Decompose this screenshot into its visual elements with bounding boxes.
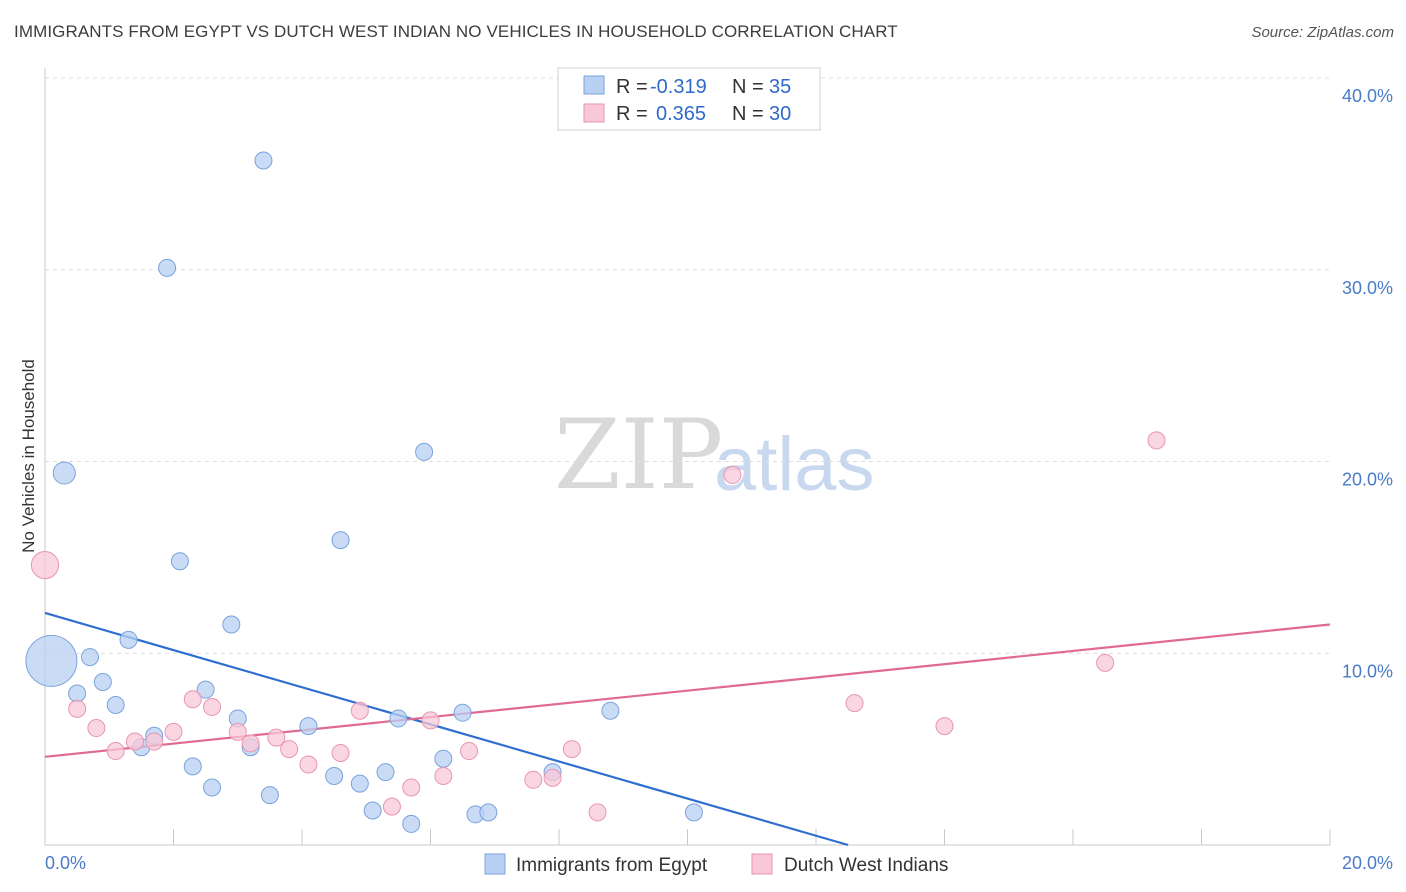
x-tick-labels: 0.0% 20.0% bbox=[45, 853, 1393, 873]
bottom-legend-label-dutch: Dutch West Indians bbox=[784, 855, 948, 876]
egypt-point bbox=[402, 814, 421, 833]
x-tick-label: 0.0% bbox=[45, 853, 86, 873]
y-tick-label: 10.0% bbox=[1342, 661, 1393, 681]
legend-n-value-dutch: 30 bbox=[769, 103, 791, 125]
egypt-point bbox=[260, 786, 279, 805]
dutch-point bbox=[382, 797, 401, 816]
egypt-point bbox=[684, 803, 703, 822]
dutch-point bbox=[68, 699, 87, 718]
y-tick-label: 20.0% bbox=[1342, 470, 1393, 490]
egypt-point bbox=[376, 763, 395, 782]
legend-n-value-egypt: 35 bbox=[769, 76, 791, 98]
y-tick-label: 40.0% bbox=[1342, 86, 1393, 106]
dutch-point bbox=[543, 768, 562, 787]
chart-title: IMMIGRANTS FROM EGYPT VS DUTCH WEST INDI… bbox=[14, 22, 898, 41]
y-tick-labels: 10.0% 20.0% 30.0% 40.0% bbox=[1342, 86, 1393, 681]
dutch-point bbox=[350, 701, 369, 720]
dutch-point bbox=[228, 722, 247, 741]
trend-lines bbox=[44, 611, 1331, 847]
bottom-legend-swatch-dutch bbox=[751, 853, 773, 875]
bottom-legend: Immigrants from Egypt Dutch West Indians bbox=[484, 853, 948, 876]
egypt-point bbox=[325, 766, 344, 785]
bottom-legend-swatch-egypt bbox=[484, 853, 506, 875]
dutch-point bbox=[845, 694, 864, 713]
legend-r-label-dutch: R = bbox=[616, 103, 648, 125]
dutch-point bbox=[1096, 653, 1115, 672]
x-tick-label: 20.0% bbox=[1342, 853, 1393, 873]
legend-swatch-egypt bbox=[583, 75, 605, 95]
legend-n-label-egypt: N = bbox=[732, 76, 764, 98]
y-axis-label: No Vehicles in Household bbox=[19, 359, 38, 553]
legend-r-value-dutch: 0.365 bbox=[656, 103, 706, 125]
dutch-point bbox=[299, 755, 318, 774]
dutch-point bbox=[203, 697, 222, 716]
legend-swatch-dutch bbox=[583, 103, 605, 123]
egypt-point bbox=[52, 461, 76, 485]
dutch-point bbox=[723, 465, 742, 484]
dutch-point bbox=[280, 740, 299, 759]
legend-r-value-egypt: -0.319 bbox=[650, 76, 707, 98]
egypt-point bbox=[93, 673, 112, 692]
egypt-point bbox=[389, 709, 408, 728]
bottom-legend-label-egypt: Immigrants from Egypt bbox=[516, 855, 708, 876]
egypt-point bbox=[170, 552, 189, 571]
dutch-point bbox=[402, 778, 421, 797]
egypt-point bbox=[25, 634, 78, 687]
watermark-atlas: atlas bbox=[714, 422, 875, 507]
egypt-point bbox=[203, 778, 222, 797]
dutch-point bbox=[106, 742, 125, 761]
dutch-point bbox=[460, 742, 479, 761]
egypt-point bbox=[479, 803, 498, 822]
egypt-point bbox=[254, 151, 273, 170]
egypt-point bbox=[158, 258, 177, 277]
egypt-point bbox=[415, 442, 434, 461]
egypt-point bbox=[299, 717, 318, 736]
watermark: ZIP atlas bbox=[554, 399, 875, 511]
dutch-point bbox=[145, 732, 164, 751]
egypt-point bbox=[119, 630, 138, 649]
egypt-point bbox=[350, 774, 369, 793]
dutch-point bbox=[524, 770, 543, 789]
egypt-point bbox=[601, 701, 620, 720]
egypt-point bbox=[106, 696, 125, 715]
dutch-point bbox=[331, 743, 350, 762]
egypt-point bbox=[363, 801, 382, 820]
trend-line-egypt bbox=[44, 611, 849, 847]
egypt-point bbox=[80, 648, 99, 667]
egypt-point bbox=[183, 757, 202, 776]
legend-n-label-dutch: N = bbox=[732, 103, 764, 125]
egypt-point bbox=[331, 531, 350, 550]
source-credit: Source: ZipAtlas.com bbox=[1251, 24, 1394, 41]
dutch-point bbox=[1147, 431, 1166, 450]
watermark-zip: ZIP bbox=[554, 399, 723, 511]
dutch-point bbox=[421, 711, 440, 730]
dutch-point bbox=[241, 734, 260, 753]
stats-legend: R = -0.319 N = 35 R = 0.365 N = 30 bbox=[557, 67, 821, 131]
dutch-point bbox=[935, 717, 954, 736]
egypt-point bbox=[222, 615, 241, 634]
trend-line-dutch bbox=[44, 623, 1331, 758]
legend-r-label-egypt: R = bbox=[616, 76, 648, 98]
dutch-point bbox=[164, 722, 183, 741]
egypt-point bbox=[196, 680, 215, 699]
data-points bbox=[25, 151, 1166, 833]
dutch-point bbox=[267, 728, 286, 747]
dutch-point bbox=[588, 803, 607, 822]
y-tick-label: 30.0% bbox=[1342, 278, 1393, 298]
dutch-point bbox=[30, 550, 60, 580]
x-tick-marks bbox=[173, 829, 1331, 845]
egypt-point bbox=[434, 749, 453, 768]
dutch-point bbox=[183, 690, 202, 709]
dutch-point bbox=[562, 740, 581, 759]
dutch-point bbox=[434, 766, 453, 785]
dutch-point bbox=[125, 732, 144, 751]
dutch-point bbox=[87, 719, 106, 738]
egypt-point bbox=[453, 703, 472, 722]
egypt-point bbox=[68, 684, 87, 703]
gridlines bbox=[45, 77, 1330, 654]
